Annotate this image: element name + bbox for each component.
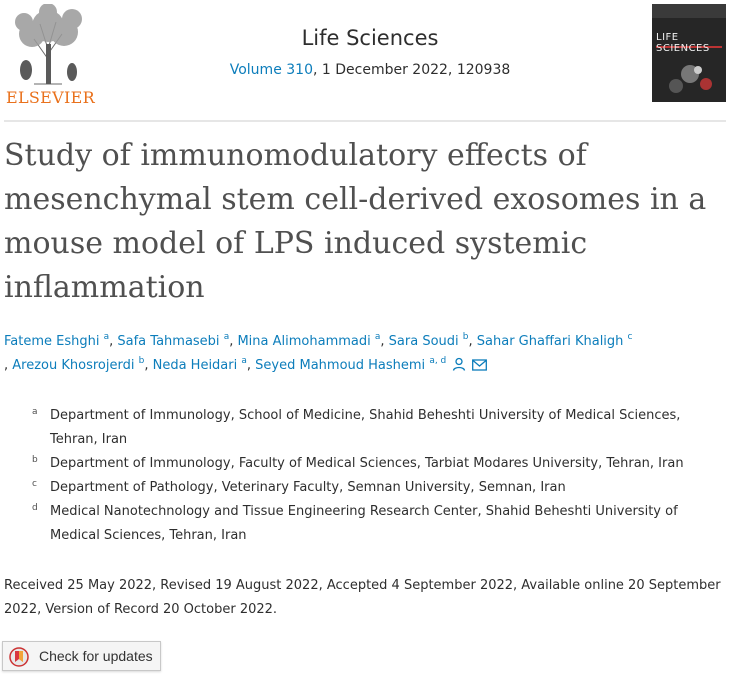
- envelope-icon[interactable]: [472, 356, 488, 380]
- affiliation-label: d: [32, 503, 38, 513]
- author[interactable]: Sahar Ghaffari Khaligh c: [476, 332, 633, 350]
- author-affil-sup: a: [103, 332, 110, 342]
- author[interactable]: Neda Heidari a: [152, 356, 247, 374]
- author-name: Mina Alimohammadi: [237, 334, 371, 349]
- article-history: Received 25 May 2022, Revised 19 August …: [4, 578, 721, 617]
- affiliation-label: c: [32, 479, 37, 489]
- article-header: ELSEVIER Life Sciences Volume 310, 1 Dec…: [0, 0, 731, 118]
- affiliation: a Department of Immunology, School of Med…: [32, 404, 722, 452]
- author-affil-sup: a: [374, 332, 381, 342]
- author-affil-sup: c: [627, 332, 633, 342]
- check-for-updates-label: Check for updates: [39, 648, 153, 664]
- author-name: Seyed Mahmoud Hashemi: [255, 358, 426, 373]
- author-affil-sup: a: [223, 332, 230, 342]
- affiliation-text: Department of Immunology, School of Medi…: [50, 408, 681, 447]
- affiliation-text: Medical Nanotechnology and Tissue Engine…: [50, 504, 678, 543]
- elsevier-logo[interactable]: ELSEVIER: [4, 4, 95, 107]
- author-name: Arezou Khosrojerdi: [12, 358, 135, 373]
- author-affil-sup: a, d: [429, 356, 447, 366]
- author[interactable]: Arezou Khosrojerdi b: [12, 356, 145, 374]
- author-affil-sup: b: [138, 356, 145, 366]
- volume-link[interactable]: Volume 310: [229, 62, 313, 78]
- affiliation-label: a: [32, 407, 38, 417]
- author-name: Fateme Eshghi: [4, 334, 100, 349]
- article-title: Study of immunomodulatory effects of mes…: [4, 138, 707, 305]
- author-name: Neda Heidari: [152, 358, 238, 373]
- affiliation: b Department of Immunology, Faculty of Me…: [32, 452, 722, 476]
- publisher-name: ELSEVIER: [6, 88, 95, 107]
- affiliation-text: Department of Immunology, Faculty of Med…: [50, 456, 684, 471]
- author[interactable]: Mina Alimohammadi a: [237, 332, 381, 350]
- cover-title: LIFE SCIENCES: [656, 32, 710, 54]
- author-list: Fateme Eshghi a, Safa Tahmasebi a, Mina …: [4, 330, 724, 380]
- author[interactable]: Seyed Mahmoud Hashemi a, d: [255, 356, 447, 374]
- cover-image-icon: [652, 4, 726, 102]
- author-affil-sup: a: [241, 356, 247, 366]
- check-for-updates-button[interactable]: Check for updates: [2, 641, 161, 671]
- affiliation: d Medical Nanotechnology and Tissue Engin…: [32, 500, 722, 548]
- affiliation-list: a Department of Immunology, School of Med…: [32, 404, 722, 548]
- crossmark-icon: [9, 647, 31, 671]
- author-name: Safa Tahmasebi: [117, 334, 220, 349]
- citation-details: , 1 December 2022, 120938: [312, 62, 511, 78]
- person-icon[interactable]: [452, 356, 466, 380]
- author-name: Sahar Ghaffari Khaligh: [476, 334, 624, 349]
- author[interactable]: Safa Tahmasebi a: [117, 332, 230, 350]
- author[interactable]: Fateme Eshghi a: [4, 332, 110, 350]
- header-divider: [4, 120, 726, 122]
- affiliation-label: b: [32, 455, 38, 465]
- affiliation-text: Department of Pathology, Veterinary Facu…: [50, 480, 566, 495]
- tree-icon: [4, 4, 92, 88]
- journal-cover[interactable]: LIFE SCIENCES: [652, 4, 726, 102]
- journal-title[interactable]: Life Sciences: [301, 26, 439, 50]
- author[interactable]: Sara Soudi b: [388, 332, 469, 350]
- affiliation: c Department of Pathology, Veterinary Fac…: [32, 476, 722, 500]
- author-affil-sup: b: [462, 332, 469, 342]
- author-name: Sara Soudi: [388, 334, 459, 349]
- journal-citation: Volume 310, 1 December 2022, 120938: [190, 62, 550, 78]
